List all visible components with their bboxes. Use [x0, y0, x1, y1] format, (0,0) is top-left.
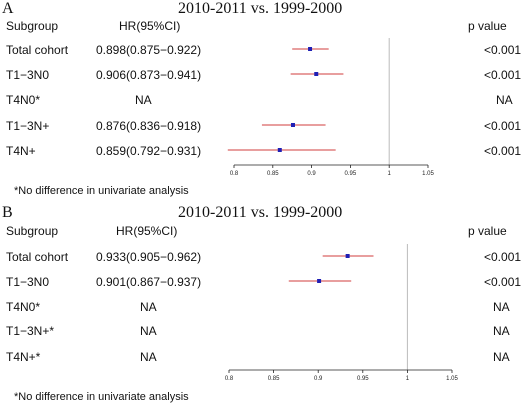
panel-b-x-tick-label-6: 1.05: [446, 376, 458, 382]
panel-b-row-2-subgroup: T1−3N0: [6, 275, 50, 289]
panel-a-x-tick-label-3: 0.9: [307, 171, 316, 177]
panel-a-row-1-p: <0.001: [484, 43, 522, 57]
panel-b-row-5-hr: NA: [140, 350, 157, 364]
panel-b-x-tick-label-3: 0.9: [314, 376, 323, 382]
panel-b-row-1-subgroup: Total cohort: [6, 250, 69, 264]
panel-b-row-3-subgroup: T4N0*: [6, 300, 41, 314]
panel-b-subgroup-header: Subgroup: [6, 224, 59, 238]
panel-a-x-tick-label-1: 0.8: [230, 171, 239, 177]
panel-b-title: 2010-2011 vs. 1999-2000: [178, 204, 343, 221]
panel-a-row-1-hr: 0.898(0.875−0.922): [96, 43, 202, 57]
panel-a-row-3-hr: NA: [135, 93, 152, 107]
panel-a-p-header: p value: [468, 19, 507, 33]
panel-a-row-5-hr: 0.859(0.792−0.931): [96, 144, 202, 158]
panel-b-row-4-subgroup: T1−3N+*: [6, 324, 55, 338]
panel-a-row-5-p: <0.001: [484, 144, 522, 158]
panel-b-row-2-p: <0.001: [484, 275, 522, 289]
panel-a-x-tick-label-6: 1.05: [422, 171, 434, 177]
panel-b-row-2-hr: 0.901(0.867−0.937): [96, 275, 202, 289]
panel-b-row-1-p: <0.001: [484, 250, 522, 264]
panel-a-hr-header: HR(95%CI): [119, 19, 181, 33]
panel-a-point-estimate-4: [290, 123, 295, 127]
panel-b-point-estimate-1: [345, 254, 350, 258]
panel-b-x-tick-label-5: 1: [406, 376, 410, 382]
panel-b-x-tick-label-1: 0.8: [225, 376, 234, 382]
panel-b-row-5-subgroup: T4N+*: [6, 350, 41, 364]
panel-b-letter: B: [2, 204, 13, 221]
panel-a-letter: A: [2, 0, 14, 17]
panel-b-row-4-hr: NA: [140, 324, 157, 338]
panel-a-row-3-subgroup: T4N0*: [6, 93, 41, 107]
panel-b-row-1-hr: 0.933(0.905−0.962): [96, 250, 202, 264]
panel-a-x-tick-label-2: 0.85: [267, 171, 279, 177]
panel-a-row-4-hr: 0.876(0.836−0.918): [96, 119, 202, 133]
panel-a-row-5-subgroup: T4N+: [6, 144, 36, 158]
panel-a-point-estimate-1: [308, 47, 313, 51]
panel-b-point-estimate-2: [317, 279, 322, 283]
panel-a-point-estimate-2: [314, 72, 319, 76]
panel-b-row-3-hr: NA: [140, 300, 157, 314]
panel-a-row-2-subgroup: T1−3N0: [6, 68, 50, 82]
panel-a-title: 2010-2011 vs. 1999-2000: [178, 0, 343, 17]
panel-b-row-4-p: NA: [493, 324, 510, 338]
panel-a-point-estimate-5: [277, 148, 282, 152]
panel-b-footnote: *No difference in univariate analysis: [14, 391, 189, 403]
panel-a-subgroup-header: Subgroup: [6, 19, 59, 33]
panel-b-plot: 0.8 0.85 0.9 0.95 1 1.05: [225, 244, 458, 382]
panel-b-row-3-p: NA: [493, 300, 510, 314]
panel-b-row-5-p: NA: [493, 350, 510, 364]
panel-b-x-tick-label-4: 0.95: [357, 376, 369, 382]
panel-a-x-tick-label-4: 0.95: [345, 171, 357, 177]
panel-a-plot: 0.8 0.85 0.9 0.95 1 1.05: [227, 38, 434, 177]
panel-a-row-4-subgroup: T1−3N+: [6, 119, 50, 133]
panel-b-x-tick-label-2: 0.85: [268, 376, 280, 382]
panel-a-row-1-subgroup: Total cohort: [6, 43, 69, 57]
panel-a-footnote: *No difference in univariate analysis: [14, 185, 189, 197]
panel-a-row-2-hr: 0.906(0.873−0.941): [96, 68, 202, 82]
panel-b-hr-header: HR(95%CI): [116, 224, 178, 238]
panel-a-row-4-p: <0.001: [484, 119, 522, 133]
panel-a-x-tick-label-5: 1: [388, 171, 392, 177]
panel-b-p-header: p value: [468, 224, 507, 238]
panel-a-row-2-p: <0.001: [484, 68, 522, 82]
panel-a-row-3-p: NA: [496, 93, 513, 107]
